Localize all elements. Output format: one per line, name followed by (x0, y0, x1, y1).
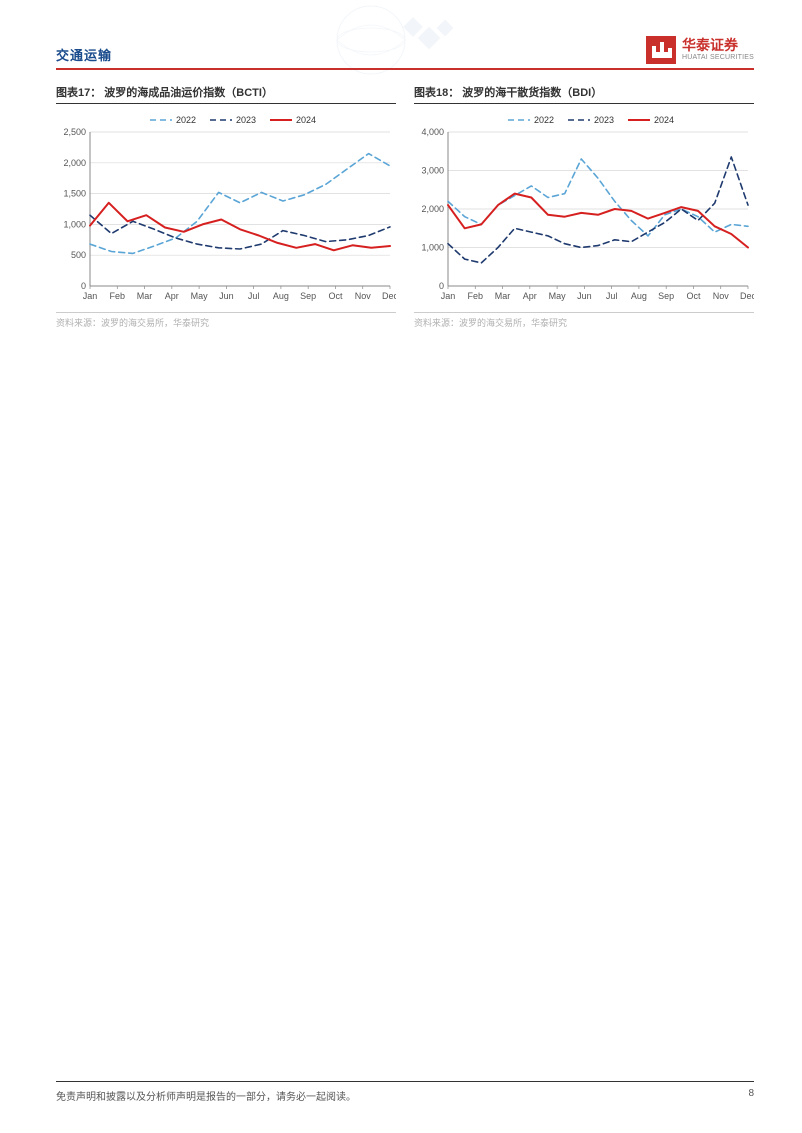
svg-text:May: May (191, 291, 209, 301)
svg-text:Jun: Jun (219, 291, 234, 301)
page-container: 交通运输 华泰证券 HUATAI SECURITIES 图表17： 波罗的海成品… (0, 0, 802, 329)
svg-text:2023: 2023 (594, 115, 614, 125)
svg-text:Jan: Jan (83, 291, 98, 301)
svg-text:0: 0 (81, 281, 86, 291)
svg-text:3,000: 3,000 (421, 166, 444, 176)
svg-text:Sep: Sep (658, 291, 674, 301)
page-header: 交通运输 华泰证券 HUATAI SECURITIES (56, 36, 754, 70)
svg-text:0: 0 (439, 281, 444, 291)
svg-text:Apr: Apr (165, 291, 179, 301)
svg-text:2023: 2023 (236, 115, 256, 125)
chart-bcti-source: 资料来源：波罗的海交易所，华泰研究 (56, 312, 396, 329)
svg-text:Dec: Dec (740, 291, 754, 301)
svg-text:May: May (549, 291, 567, 301)
chart-bcti-block: 图表17： 波罗的海成品油运价指数（BCTI） 0 500 1,000 1,500 2,… (56, 84, 396, 329)
svg-text:1,000: 1,000 (63, 219, 86, 229)
footer-disclaimer: 免责声明和披露以及分析师声明是报告的一部分，请务必一起阅读。 (56, 1088, 356, 1103)
chart-bcti-title: 图表17： 波罗的海成品油运价指数（BCTI） (56, 84, 396, 104)
brand-text: 华泰证券 HUATAI SECURITIES (682, 38, 754, 61)
svg-text:Nov: Nov (713, 291, 730, 301)
svg-text:500: 500 (71, 250, 86, 260)
svg-text:2024: 2024 (296, 115, 316, 125)
svg-text:Apr: Apr (523, 291, 537, 301)
charts-row: 图表17： 波罗的海成品油运价指数（BCTI） 0 500 1,000 1,500 2,… (56, 84, 754, 329)
svg-text:2,000: 2,000 (63, 158, 86, 168)
chart-bdi-source: 资料来源：波罗的海交易所，华泰研究 (414, 312, 754, 329)
brand-name-cn: 华泰证券 (682, 38, 754, 53)
svg-text:2,500: 2,500 (63, 127, 86, 137)
svg-text:2022: 2022 (534, 115, 554, 125)
svg-text:Jan: Jan (441, 291, 456, 301)
svg-text:2,000: 2,000 (421, 204, 444, 214)
svg-text:Nov: Nov (355, 291, 372, 301)
svg-text:Dec: Dec (382, 291, 396, 301)
svg-text:Mar: Mar (495, 291, 511, 301)
svg-text:4,000: 4,000 (421, 127, 444, 137)
section-title: 交通运输 (56, 45, 112, 64)
svg-text:Jun: Jun (577, 291, 592, 301)
brand-name-en: HUATAI SECURITIES (682, 54, 754, 62)
svg-text:Sep: Sep (300, 291, 316, 301)
svg-text:Aug: Aug (631, 291, 647, 301)
svg-text:2024: 2024 (654, 115, 674, 125)
svg-text:Feb: Feb (468, 291, 484, 301)
svg-text:Jul: Jul (606, 291, 618, 301)
svg-text:2022: 2022 (176, 115, 196, 125)
footer-page-number: 8 (748, 1088, 754, 1103)
svg-text:1,000: 1,000 (421, 243, 444, 253)
svg-text:Oct: Oct (686, 291, 701, 301)
page-footer: 免责声明和披露以及分析师声明是报告的一部分，请务必一起阅读。 8 (56, 1081, 754, 1103)
chart-bdi: 0 1,000 2,000 3,000 4,000 Jan Feb Mar Apr May Jun J… (414, 108, 754, 308)
svg-text:Jul: Jul (248, 291, 260, 301)
svg-text:Mar: Mar (137, 291, 153, 301)
chart-bdi-block: 图表18： 波罗的海干散货指数（BDI） 0 1,000 2,000 3,000 4,0… (414, 84, 754, 329)
svg-text:Feb: Feb (110, 291, 126, 301)
svg-text:Oct: Oct (328, 291, 343, 301)
svg-text:1,500: 1,500 (63, 189, 86, 199)
svg-text:Aug: Aug (273, 291, 289, 301)
chart-bcti: 0 500 1,000 1,500 2,000 2,500 Jan Feb Mar Apr May J… (56, 108, 396, 308)
brand-logo-icon (646, 36, 676, 64)
chart-bdi-title: 图表18： 波罗的海干散货指数（BDI） (414, 84, 754, 104)
brand-block: 华泰证券 HUATAI SECURITIES (646, 36, 754, 64)
